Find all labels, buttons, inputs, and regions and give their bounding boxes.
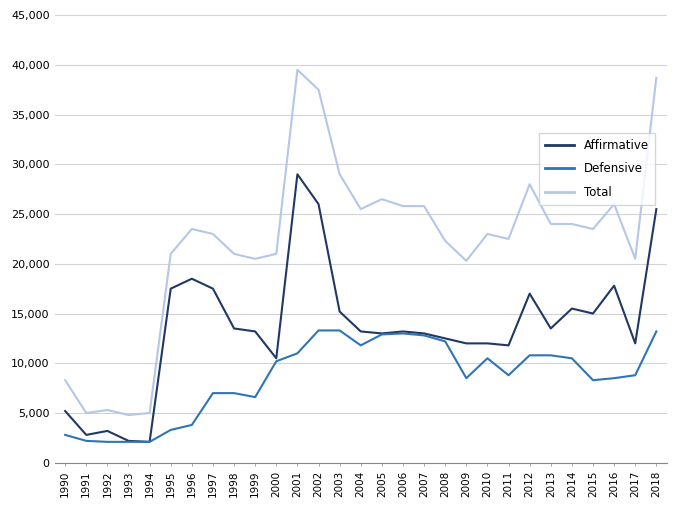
Total — [315, 87, 323, 93]
Total — [230, 251, 238, 257]
Affirmative — [441, 335, 450, 341]
Affirmative — [230, 326, 238, 332]
Total — [61, 377, 69, 383]
Defensive — [336, 327, 344, 333]
Defensive — [589, 377, 597, 383]
Affirmative — [546, 326, 555, 332]
Defensive — [399, 330, 407, 336]
Total — [209, 231, 217, 237]
Total — [399, 203, 407, 209]
Defensive — [652, 328, 660, 334]
Defensive — [146, 439, 154, 445]
Defensive — [567, 355, 576, 361]
Defensive — [610, 375, 618, 381]
Total — [146, 410, 154, 416]
Affirmative — [483, 340, 492, 346]
Total — [652, 75, 660, 81]
Defensive — [546, 352, 555, 358]
Defensive — [167, 427, 175, 433]
Defensive — [82, 438, 90, 444]
Affirmative — [273, 355, 281, 361]
Defensive — [273, 358, 281, 364]
Affirmative — [336, 308, 344, 314]
Total — [567, 221, 576, 227]
Affirmative — [631, 340, 639, 346]
Affirmative — [378, 330, 386, 336]
Total — [378, 196, 386, 202]
Defensive — [209, 390, 217, 396]
Affirmative — [209, 285, 217, 292]
Affirmative — [357, 328, 365, 334]
Total — [294, 67, 302, 73]
Defensive — [483, 355, 492, 361]
Defensive — [378, 331, 386, 337]
Legend: Affirmative, Defensive, Total: Affirmative, Defensive, Total — [539, 133, 655, 205]
Affirmative — [103, 428, 111, 434]
Total — [589, 226, 597, 232]
Defensive — [294, 351, 302, 357]
Total — [273, 251, 281, 257]
Affirmative — [420, 330, 428, 336]
Total — [125, 412, 133, 418]
Total — [167, 251, 175, 257]
Defensive — [504, 372, 513, 378]
Affirmative — [399, 328, 407, 334]
Total — [188, 226, 196, 232]
Affirmative — [589, 310, 597, 316]
Line: Affirmative: Affirmative — [65, 174, 656, 442]
Total — [610, 201, 618, 207]
Defensive — [357, 342, 365, 348]
Total — [546, 221, 555, 227]
Defensive — [188, 422, 196, 428]
Total — [103, 407, 111, 413]
Affirmative — [525, 291, 534, 297]
Affirmative — [251, 328, 259, 334]
Defensive — [103, 439, 111, 445]
Affirmative — [652, 206, 660, 212]
Defensive — [441, 338, 450, 344]
Defensive — [420, 332, 428, 338]
Total — [336, 171, 344, 177]
Defensive — [251, 394, 259, 400]
Total — [82, 410, 90, 416]
Affirmative — [167, 285, 175, 292]
Defensive — [230, 390, 238, 396]
Total — [357, 206, 365, 212]
Defensive — [631, 372, 639, 378]
Affirmative — [294, 171, 302, 177]
Total — [462, 258, 471, 264]
Total — [504, 236, 513, 242]
Affirmative — [504, 342, 513, 348]
Affirmative — [315, 201, 323, 207]
Total — [525, 181, 534, 187]
Affirmative — [462, 340, 471, 346]
Affirmative — [567, 305, 576, 311]
Affirmative — [146, 439, 154, 445]
Total — [420, 203, 428, 209]
Total — [483, 231, 492, 237]
Defensive — [125, 439, 133, 445]
Affirmative — [610, 282, 618, 289]
Total — [631, 256, 639, 262]
Defensive — [525, 352, 534, 358]
Affirmative — [125, 438, 133, 444]
Line: Defensive: Defensive — [65, 330, 656, 442]
Defensive — [315, 327, 323, 333]
Affirmative — [188, 276, 196, 282]
Affirmative — [82, 432, 90, 438]
Total — [441, 238, 450, 244]
Defensive — [462, 375, 471, 381]
Total — [251, 256, 259, 262]
Line: Total: Total — [65, 70, 656, 415]
Defensive — [61, 432, 69, 438]
Affirmative — [61, 408, 69, 414]
